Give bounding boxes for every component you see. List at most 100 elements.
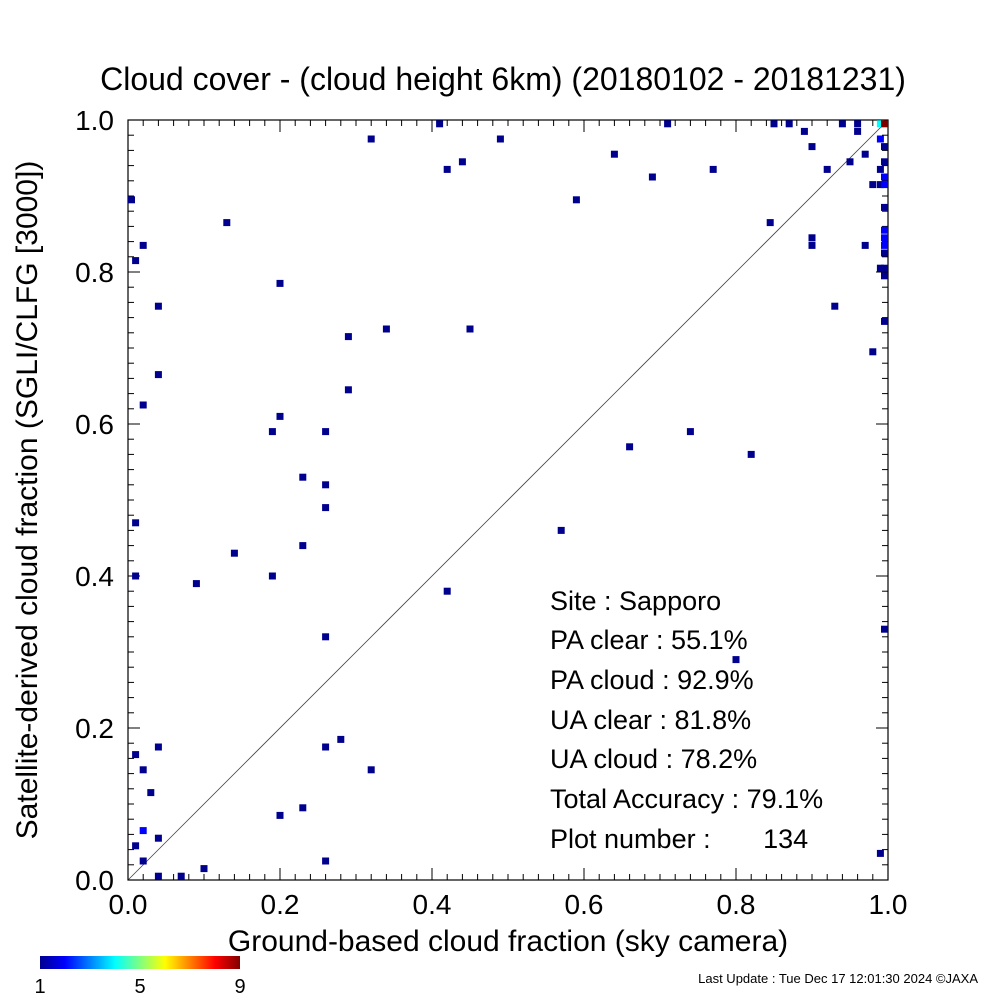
data-point [154, 834, 162, 842]
stat-ua-clear: UA clear : 81.8% [550, 705, 751, 735]
y-tick-label: 0.8 [75, 257, 114, 288]
data-point [132, 572, 140, 580]
data-point [139, 827, 147, 835]
data-point [823, 165, 831, 173]
data-point [648, 173, 656, 181]
y-axis-label: Satellite-derived cloud fraction (SGLI/C… [11, 161, 44, 840]
y-tick-label: 0.2 [75, 713, 114, 744]
data-point [838, 120, 846, 128]
data-point [869, 348, 877, 356]
y-tick-label: 1.0 [75, 105, 114, 136]
data-point [299, 542, 307, 550]
data-point [132, 842, 140, 850]
x-tick-label: 0.0 [109, 889, 148, 920]
data-point [808, 241, 816, 249]
data-point [132, 257, 140, 265]
data-point [626, 443, 634, 451]
data-point [664, 120, 672, 128]
data-point [223, 219, 231, 227]
data-point [139, 401, 147, 409]
data-point [881, 181, 888, 189]
data-point [192, 580, 200, 588]
data-point [200, 865, 208, 873]
data-point [268, 572, 276, 580]
data-point [770, 120, 778, 128]
data-point [876, 135, 884, 143]
data-point [881, 143, 888, 151]
data-point [147, 789, 155, 797]
data-point [268, 428, 276, 436]
data-point [322, 504, 330, 512]
data-point [854, 120, 862, 128]
chart-title: Cloud cover - (cloud height 6km) (201801… [100, 61, 906, 97]
data-point [299, 473, 307, 481]
data-point [154, 302, 162, 310]
x-axis-label: Ground-based cloud fraction (sky camera) [228, 925, 788, 958]
data-point [322, 743, 330, 751]
data-point [496, 135, 504, 143]
data-point [785, 120, 793, 128]
x-tick-label: 0.2 [261, 889, 300, 920]
data-point [854, 127, 862, 135]
colorbar-tick-label: 9 [234, 976, 245, 998]
data-point [139, 857, 147, 865]
data-point [876, 181, 884, 189]
x-tick-label: 0.8 [717, 889, 756, 920]
data-point [732, 656, 740, 664]
data-point [443, 165, 451, 173]
stat-plot-number: Plot number : 134 [550, 824, 808, 854]
data-point [881, 226, 888, 234]
data-point [869, 181, 877, 189]
data-point [881, 317, 888, 325]
last-update-footer: Last Update : Tue Dec 17 12:01:30 2024 ©… [698, 971, 978, 986]
data-point [881, 625, 888, 633]
data-point [861, 241, 869, 249]
data-point [276, 412, 284, 420]
data-point [881, 203, 888, 211]
data-point [132, 519, 140, 527]
data-point [139, 241, 147, 249]
data-point [177, 872, 185, 880]
x-tick-label: 0.4 [413, 889, 452, 920]
data-point [154, 371, 162, 379]
data-point [709, 165, 717, 173]
data-point [299, 804, 307, 812]
data-point [881, 264, 888, 272]
data-point [881, 158, 888, 166]
stat-total-accuracy: Total Accuracy : 79.1% [550, 784, 823, 814]
data-point [132, 751, 140, 759]
y-tick-label: 0.6 [75, 409, 114, 440]
stat-pa-cloud: PA cloud : 92.9% [550, 665, 754, 695]
data-point [861, 150, 869, 158]
data-point [128, 196, 135, 204]
data-point [466, 325, 474, 333]
data-point [831, 302, 839, 310]
stat-pa-clear: PA clear : 55.1% [550, 625, 748, 655]
data-point [337, 735, 345, 743]
data-point [881, 272, 888, 280]
data-point [876, 264, 884, 272]
data-point [610, 150, 618, 158]
x-tick-label: 0.6 [565, 889, 604, 920]
data-point [800, 127, 808, 135]
colorbar-ticks: 1 5 9 [34, 976, 245, 998]
data-point [276, 811, 284, 819]
y-tick-labels: 0.0 0.2 0.4 0.6 0.8 1.0 [75, 105, 114, 896]
data-point [846, 158, 854, 166]
data-point [876, 165, 884, 173]
data-point [344, 386, 352, 394]
data-point [322, 428, 330, 436]
data-point [322, 633, 330, 641]
data-point [458, 158, 466, 166]
data-point [747, 450, 755, 458]
data-point [230, 549, 238, 557]
data-point [367, 135, 375, 143]
y-tick-label: 0.4 [75, 561, 114, 592]
data-point [766, 219, 774, 227]
data-point [881, 120, 888, 128]
colorbar [40, 956, 240, 969]
data-point [881, 234, 888, 242]
stats-box: Site : Sapporo PA clear : 55.1% PA cloud… [550, 586, 823, 854]
stat-site: Site : Sapporo [550, 586, 721, 616]
data-point [808, 234, 816, 242]
